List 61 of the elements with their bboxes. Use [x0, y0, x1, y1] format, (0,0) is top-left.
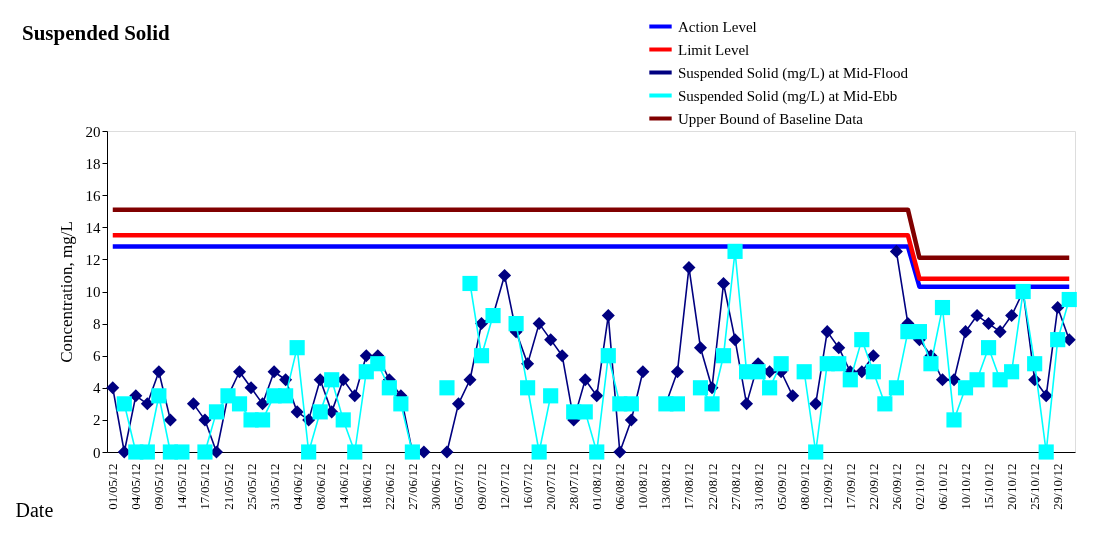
x-tick-label: 27/08/12 [727, 463, 743, 510]
x-tick-label: 21/05/12 [220, 463, 236, 510]
y-tick-label: 2 [93, 412, 101, 429]
x-axis-title: Date [15, 498, 54, 521]
y-tick-label: 10 [85, 284, 101, 300]
legend-label: Upper Bound of Baseline Data [678, 110, 864, 127]
y-tick-label: 14 [85, 219, 101, 236]
y-axis-title: Concentration, mg/L [56, 221, 76, 363]
x-tick-label: 08/06/12 [312, 463, 328, 510]
x-tick-label: 25/05/12 [243, 463, 259, 510]
x-tick-label: 09/07/12 [474, 463, 490, 510]
x-tick-label: 04/05/12 [128, 463, 144, 510]
y-tick-label: 8 [93, 316, 101, 333]
y-tick-label: 6 [93, 348, 101, 365]
x-tick-label: 16/07/12 [520, 463, 536, 510]
x-tick-label: 20/10/12 [1004, 463, 1020, 510]
x-tick-label: 04/06/12 [289, 463, 305, 510]
y-tick-label: 12 [85, 251, 101, 268]
y-tick-label: 0 [93, 444, 101, 461]
x-tick-label: 27/06/12 [404, 463, 420, 510]
x-tick-label: 17/09/12 [842, 463, 858, 510]
x-tick-label: 22/06/12 [381, 463, 397, 510]
x-tick-label: 01/05/12 [105, 463, 121, 510]
x-tick-label: 26/09/12 [888, 463, 904, 510]
x-tick-label: 02/10/12 [911, 463, 927, 510]
x-tick-label: 17/08/12 [681, 463, 697, 510]
x-tick-label: 25/10/12 [1027, 463, 1043, 510]
x-tick-label: 22/08/12 [704, 463, 720, 510]
x-tick-label: 14/06/12 [335, 463, 351, 510]
x-tick-label: 08/09/12 [796, 463, 812, 510]
x-tick-label: 17/05/12 [197, 463, 213, 510]
x-tick-label: 12/09/12 [819, 463, 835, 510]
y-tick-label: 4 [93, 380, 101, 397]
x-tick-label: 10/10/12 [958, 463, 974, 510]
x-tick-label: 05/07/12 [450, 463, 466, 510]
x-tick-label: 12/07/12 [497, 463, 513, 510]
x-tick-label: 09/05/12 [151, 463, 167, 510]
legend-label: Limit Level [678, 41, 750, 58]
y-tick-label: 20 [85, 123, 101, 140]
legend-label: Action Level [678, 18, 757, 35]
x-tick-label: 18/06/12 [358, 463, 374, 510]
legend-label: Suspended Solid (mg/L) at Mid-Ebb [678, 87, 898, 105]
x-tick-label: 13/08/12 [658, 463, 674, 510]
x-tick-label: 20/07/12 [543, 463, 559, 510]
x-tick-label: 10/08/12 [635, 463, 651, 510]
x-tick-label: 30/06/12 [427, 463, 443, 510]
x-tick-label: 31/08/12 [750, 463, 766, 510]
x-tick-label: 01/08/12 [589, 463, 605, 510]
x-tick-label: 31/05/12 [266, 463, 282, 510]
x-tick-label: 06/10/12 [934, 463, 950, 510]
chart-title: Suspended Solid [22, 21, 170, 45]
x-tick-label: 06/08/12 [612, 463, 628, 510]
legend-label: Suspended Solid (mg/L) at Mid-Flood [678, 64, 909, 82]
x-tick-label: 29/10/12 [1050, 463, 1066, 510]
x-tick-label: 05/09/12 [773, 463, 789, 510]
x-tick-label: 15/10/12 [981, 463, 997, 510]
x-tick-label: 28/07/12 [566, 463, 582, 510]
x-tick-label: 14/05/12 [174, 463, 190, 510]
y-tick-label: 18 [85, 155, 101, 172]
y-tick-label: 16 [85, 187, 101, 204]
x-tick-label: 22/09/12 [865, 463, 881, 510]
